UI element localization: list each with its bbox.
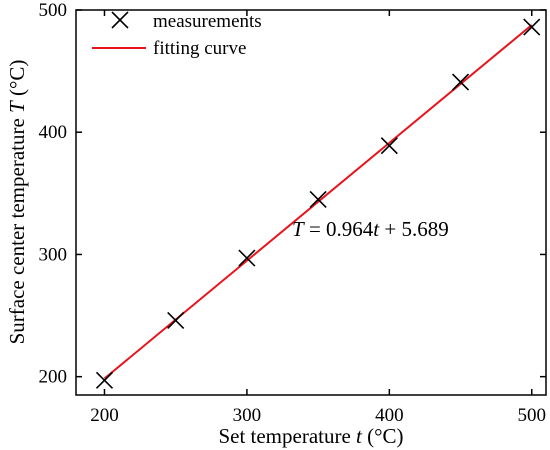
x-tick-label: 500: [518, 405, 547, 426]
measurement-point: [380, 137, 398, 155]
measurement-point: [451, 73, 470, 91]
y-axis-label-var: T: [5, 100, 29, 113]
y-axis-label-unit: (°C): [5, 60, 29, 102]
measurement-markers: [95, 18, 541, 389]
equation-coefficient: = 0.964: [304, 217, 374, 241]
measurement-point: [309, 190, 327, 209]
equation-intercept: + 5.689: [379, 217, 449, 241]
equation-var-t: t: [373, 217, 380, 241]
measurement-point: [95, 371, 114, 389]
legend-label-measurements: measurements: [153, 11, 262, 32]
y-tick-label: 200: [39, 367, 68, 388]
x-axis-label-var: t: [356, 424, 363, 448]
x-tick-label: 200: [90, 405, 119, 426]
ticks-layer: [76, 9, 546, 395]
y-axis-label-text: Surface center temperature: [5, 113, 29, 344]
fit-equation: T = 0.964t + 5.689: [292, 217, 449, 241]
measurement-point: [523, 18, 541, 36]
y-axis-label: Surface center temperature T (°C): [5, 60, 29, 345]
x-axis-label-unit: (°C): [362, 424, 404, 448]
x-axis-label-text: Set temperature: [218, 424, 356, 448]
x-tick-label: 400: [375, 405, 404, 426]
plot-frame: [75, 9, 547, 396]
y-tick-labels: 200 300 400 500: [39, 0, 68, 388]
y-tick-label: 500: [39, 0, 68, 21]
legend-marker-x: [111, 11, 129, 29]
legend: measurements fitting curve: [92, 11, 262, 59]
x-tick-labels: 200 300 400 500: [90, 405, 546, 426]
equation-var-T: T: [292, 217, 305, 241]
y-tick-label: 400: [39, 122, 68, 143]
x-tick-label: 300: [233, 405, 262, 426]
legend-label-fitting-curve: fitting curve: [153, 38, 246, 59]
y-tick-label: 300: [39, 244, 68, 265]
measurement-point: [167, 311, 185, 330]
x-axis-label: Set temperature t (°C): [218, 424, 403, 448]
measurement-point: [238, 249, 256, 267]
fitting-curve-line: [103, 24, 533, 380]
